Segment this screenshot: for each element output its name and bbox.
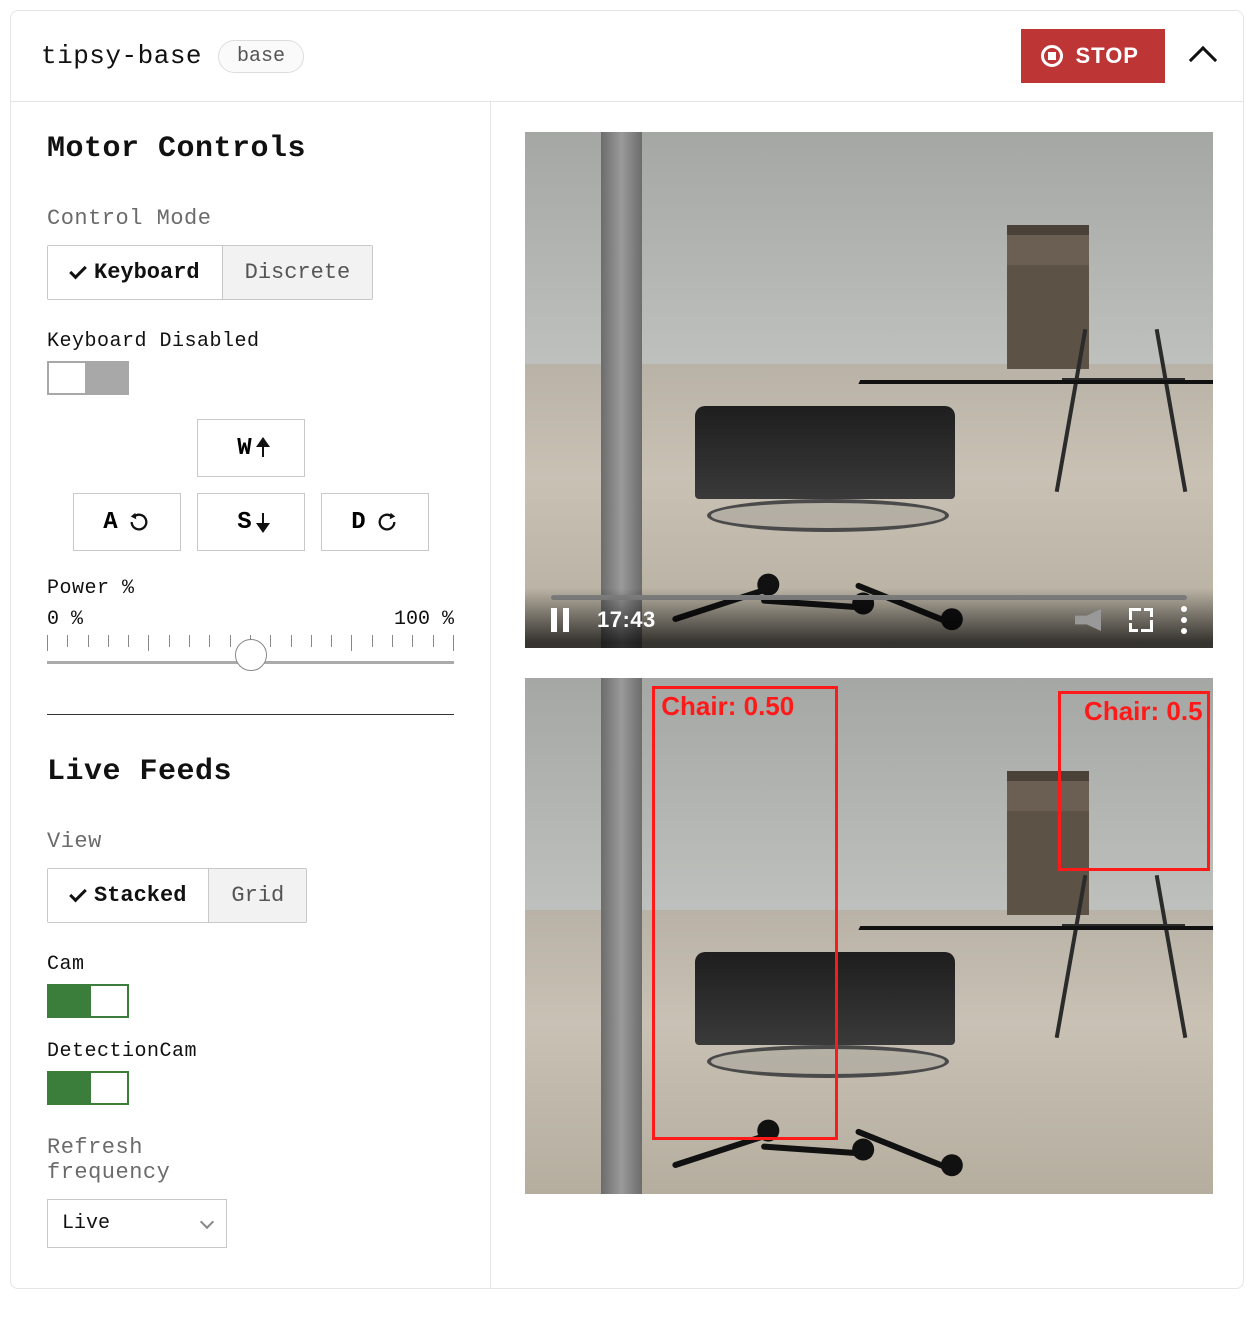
power-label: Power % <box>47 577 454 600</box>
view-segmented: Stacked Grid <box>47 868 307 923</box>
video-feed-area: 17:43 <box>491 102 1243 1288</box>
wasd-keypad: W A S D <box>47 419 454 551</box>
mute-icon[interactable] <box>1075 609 1101 631</box>
detection-label: Chair: 0.5 <box>1084 696 1203 727</box>
detection-label: Chair: 0.50 <box>661 691 794 722</box>
refresh-frequency-select[interactable]: Live <box>47 1199 227 1248</box>
arrow-up-icon <box>262 439 264 457</box>
control-mode-discrete-label: Discrete <box>245 260 351 285</box>
control-mode-keyboard[interactable]: Keyboard <box>48 246 223 299</box>
detection-bbox: Chair: 0.50 <box>652 686 838 1140</box>
detectioncam-feed[interactable]: Chair: 0.50 Chair: 0.5 <box>525 678 1213 1194</box>
video-controls: 17:43 <box>525 588 1213 648</box>
cam-toggle[interactable] <box>47 984 129 1018</box>
key-w[interactable]: W <box>197 419 305 477</box>
section-divider <box>47 714 454 715</box>
chevron-down-icon <box>200 1214 214 1228</box>
pause-button[interactable] <box>551 608 569 632</box>
keyboard-disabled-label: Keyboard Disabled <box>47 330 454 353</box>
view-grid[interactable]: Grid <box>209 869 306 922</box>
header-bar: tipsy-base base STOP <box>11 11 1243 102</box>
stop-icon <box>1041 45 1063 67</box>
detection-bbox: Chair: 0.5 <box>1058 691 1209 872</box>
check-icon <box>69 262 87 280</box>
control-panel-sidebar: Motor Controls Control Mode Keyboard Dis… <box>11 102 491 1288</box>
stop-button-label: STOP <box>1075 43 1139 69</box>
key-a[interactable]: A <box>73 493 181 551</box>
control-mode-segmented: Keyboard Discrete <box>47 245 373 300</box>
detectioncam-toggle-label: DetectionCam <box>47 1040 454 1063</box>
view-stacked[interactable]: Stacked <box>48 869 209 922</box>
motor-controls-heading: Motor Controls <box>47 132 454 166</box>
control-mode-keyboard-label: Keyboard <box>94 260 200 285</box>
key-a-label: A <box>103 509 117 536</box>
camera-scene <box>525 132 1213 648</box>
view-label: View <box>47 829 454 854</box>
refresh-frequency-label: Refresh frequency <box>47 1135 187 1185</box>
view-stacked-label: Stacked <box>94 883 186 908</box>
collapse-chevron-icon[interactable] <box>1189 46 1217 74</box>
key-s-label: S <box>237 509 251 536</box>
key-d[interactable]: D <box>321 493 429 551</box>
keyboard-disabled-toggle[interactable] <box>47 361 129 395</box>
control-mode-label: Control Mode <box>47 206 454 231</box>
stop-button[interactable]: STOP <box>1021 29 1165 83</box>
power-max-label: 100 % <box>394 608 454 631</box>
cam-feed[interactable]: 17:43 <box>525 132 1213 648</box>
key-s[interactable]: S <box>197 493 305 551</box>
more-options-icon[interactable] <box>1181 606 1187 634</box>
rotate-ccw-icon <box>128 511 150 533</box>
arrow-down-icon <box>262 513 264 531</box>
power-slider[interactable] <box>47 635 454 686</box>
video-time: 17:43 <box>597 607 656 633</box>
power-min-label: 0 % <box>47 608 83 631</box>
fullscreen-icon[interactable] <box>1129 608 1153 632</box>
refresh-frequency-value: Live <box>62 1212 110 1235</box>
key-w-label: W <box>237 435 251 462</box>
component-title: tipsy-base <box>41 41 202 71</box>
key-d-label: D <box>351 509 365 536</box>
live-feeds-heading: Live Feeds <box>47 755 454 789</box>
check-icon <box>69 885 87 903</box>
view-grid-label: Grid <box>231 883 284 908</box>
cam-toggle-label: Cam <box>47 953 454 976</box>
component-type-badge: base <box>218 40 304 73</box>
control-mode-discrete[interactable]: Discrete <box>223 246 373 299</box>
rotate-cw-icon <box>376 511 398 533</box>
detectioncam-toggle[interactable] <box>47 1071 129 1105</box>
slider-thumb[interactable] <box>235 639 267 671</box>
